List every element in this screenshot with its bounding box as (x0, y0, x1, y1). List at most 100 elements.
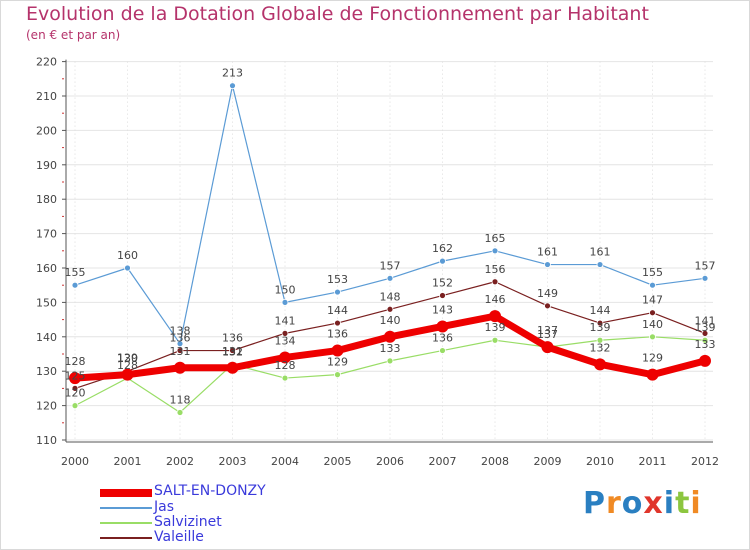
data-label: 136 (327, 328, 348, 341)
data-point (596, 319, 604, 327)
data-label: 155 (65, 266, 86, 279)
data-label: 157 (380, 259, 401, 272)
data-point (491, 336, 499, 344)
y-tick-label: 180 (36, 193, 57, 206)
data-label: 132 (222, 345, 243, 358)
data-point (541, 341, 554, 354)
logo-letter: P (583, 486, 606, 521)
data-label: 162 (432, 242, 453, 255)
x-tick-label: 2007 (429, 455, 457, 468)
data-label: 139 (695, 321, 716, 334)
y-tick-label: 210 (36, 90, 57, 103)
data-label: 140 (642, 318, 663, 331)
data-point (386, 357, 394, 365)
data-label: 133 (380, 342, 401, 355)
data-point (701, 274, 709, 282)
data-label: 141 (695, 314, 716, 327)
data-label: 148 (380, 290, 401, 303)
data-point (594, 358, 606, 371)
data-label: 157 (695, 259, 716, 272)
data-label: 136 (170, 332, 191, 345)
y-tick-label: 200 (36, 124, 57, 137)
legend-swatch (100, 507, 152, 509)
x-tick-label: 2005 (324, 455, 352, 468)
data-label: 125 (65, 369, 86, 382)
data-point (176, 409, 184, 416)
data-point (596, 336, 604, 344)
y-tick-label: 130 (36, 365, 57, 378)
data-label: 165 (485, 232, 506, 245)
data-label: 139 (485, 321, 506, 334)
legend-swatch (100, 537, 152, 539)
data-point (334, 319, 341, 327)
x-tick-label: 2012 (691, 455, 719, 468)
data-point (386, 305, 394, 313)
legend-label: Salvizinet (154, 514, 222, 530)
legend-label: Valeille (154, 529, 204, 545)
data-point (649, 309, 656, 317)
logo-letter: o (621, 486, 644, 521)
data-point (69, 372, 81, 385)
data-point (544, 261, 551, 268)
data-label: 153 (327, 273, 348, 286)
data-point (491, 247, 499, 255)
legend-swatch (100, 522, 152, 524)
series-line (74, 85, 706, 345)
data-label: 120 (65, 387, 86, 400)
chart-title: Evolution de la Dotation Globale de Fonc… (26, 3, 649, 25)
data-label: 134 (275, 334, 296, 347)
y-tick-label: 140 (36, 331, 57, 344)
x-tick-label: 2010 (586, 455, 614, 468)
data-label: 144 (590, 304, 611, 317)
data-point (649, 333, 656, 341)
data-label: 128 (275, 359, 296, 372)
data-point (701, 329, 709, 337)
data-label: 143 (432, 303, 453, 316)
logo-letter: i (663, 486, 676, 521)
chart-subtitle: (en € et par an) (26, 28, 121, 42)
data-label: 137 (537, 324, 558, 337)
data-point (649, 281, 656, 289)
data-label: 213 (222, 67, 243, 80)
data-point (699, 354, 711, 367)
data-label: 136 (222, 332, 243, 345)
logo-letter: t (675, 486, 691, 521)
data-label: 128 (65, 355, 86, 368)
x-tick-label: 2006 (376, 455, 404, 468)
data-label: 161 (537, 246, 558, 259)
y-tick-label: 170 (36, 228, 57, 241)
data-point (71, 281, 79, 289)
data-point (176, 347, 184, 354)
logo-letter: x (643, 486, 664, 521)
data-label: 137 (537, 328, 558, 341)
data-label: 144 (327, 304, 348, 317)
data-point (71, 402, 79, 410)
data-label: 146 (485, 293, 506, 306)
data-label: 161 (590, 246, 611, 259)
legend-swatch (100, 489, 152, 497)
data-label: 141 (275, 314, 296, 327)
data-label: 128 (117, 359, 138, 372)
x-tick-label: 2001 (114, 455, 142, 468)
data-point (174, 361, 186, 374)
data-label: 138 (170, 325, 191, 338)
data-point (491, 278, 499, 286)
y-tick-label: 190 (36, 159, 57, 172)
data-label: 150 (275, 283, 296, 296)
y-tick-label: 220 (36, 56, 57, 69)
data-label: 118 (170, 393, 191, 406)
data-point (489, 310, 501, 323)
data-point (436, 320, 449, 333)
data-label: 140 (380, 314, 401, 327)
x-tick-label: 2000 (61, 455, 89, 468)
data-point (384, 330, 396, 343)
data-point (281, 329, 289, 337)
data-label: 133 (695, 338, 716, 351)
data-point (646, 368, 659, 381)
x-tick-label: 2004 (271, 455, 299, 468)
data-point (439, 347, 446, 354)
proxiti-logo: Proxiti (583, 486, 702, 521)
data-label: 129 (327, 356, 348, 369)
data-point (281, 298, 289, 306)
